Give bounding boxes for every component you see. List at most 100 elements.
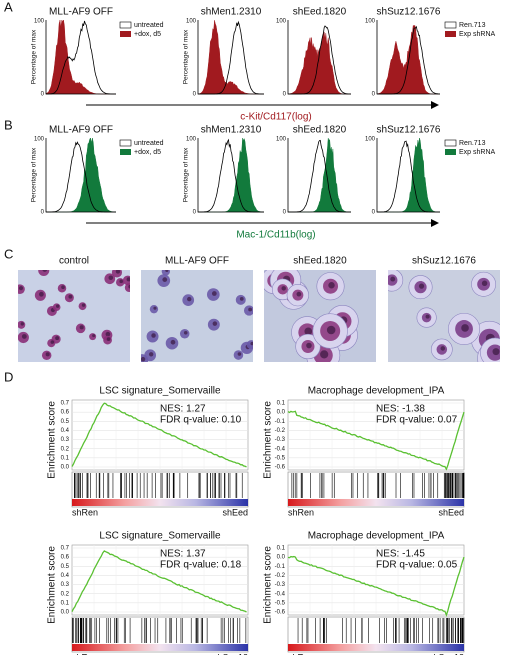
nucleus-dark — [328, 282, 335, 289]
legend-label: untreated — [134, 140, 164, 147]
y-tick-label: -0.4 — [275, 591, 286, 597]
y-tick-label: 0.0 — [277, 555, 286, 561]
nucleus-dark — [108, 275, 114, 281]
nucleus-dark — [128, 284, 130, 289]
enrichment-curve — [71, 402, 247, 468]
nucleus-dark — [115, 270, 121, 274]
y-max-label: 100 — [186, 137, 197, 143]
cells — [18, 270, 130, 361]
plot-title: shEed.1820 — [293, 7, 347, 18]
nucleus-dark — [239, 297, 244, 301]
y-tick-label: -0.3 — [275, 582, 286, 588]
nucleus-dark — [492, 348, 500, 356]
nucleus — [124, 283, 130, 293]
y-axis-label: Enrichment score — [47, 401, 58, 479]
legend-label: Exp shRNA — [459, 149, 496, 156]
y-tick-label: -0.1 — [275, 419, 286, 425]
nucleus-dark — [211, 291, 217, 296]
rank-gradient — [288, 499, 464, 506]
nucleus-dark — [21, 334, 27, 339]
y-tick-label: 0.0 — [277, 410, 286, 416]
nucleus-dark — [461, 324, 469, 332]
plot-title: MLL-AF9 OFF — [49, 7, 113, 18]
plot-axes — [197, 138, 264, 213]
enrichment-curve — [71, 550, 247, 613]
y-tick-label: 0.4 — [61, 573, 70, 579]
right-label: shEed — [222, 507, 248, 517]
nes-label: NES: -1.45 — [376, 549, 425, 560]
legend-label: +dox, d5 — [134, 31, 161, 38]
y-tick-label: 0.2 — [61, 446, 70, 452]
y-tick-label: -0.1 — [275, 564, 286, 570]
legend-swatch — [445, 31, 456, 37]
nucleus-dark — [42, 270, 48, 272]
plot-title: MLL-AF9 OFF — [49, 125, 113, 136]
y-max-label: 100 — [34, 137, 45, 143]
cell-image — [388, 270, 500, 362]
nucleus-dark — [418, 283, 425, 289]
plot-axes — [287, 138, 351, 213]
nucleus-dark — [20, 322, 24, 326]
legend-swatch — [119, 139, 132, 147]
plot-title: shEed.1820 — [293, 125, 347, 136]
y-max-label: 100 — [186, 19, 197, 25]
cell-image — [141, 270, 253, 362]
cell-image — [264, 270, 376, 362]
rank-gradient — [72, 644, 248, 651]
y-axis-label: Percentage of max — [31, 147, 38, 202]
nucleus-dark — [153, 306, 157, 310]
y-tick-label: 0.0 — [61, 610, 70, 616]
rank-gradient — [288, 644, 464, 651]
y-max-label: 100 — [34, 19, 45, 25]
gsea-title: LSC signature_Somervaille — [99, 531, 221, 542]
y-tick-label: -0.3 — [275, 437, 286, 443]
y-tick-label: 0.0 — [61, 465, 70, 471]
y-tick-label: -0.6 — [275, 465, 286, 471]
legend-swatch — [120, 31, 131, 37]
nucleus-dark — [55, 304, 60, 308]
plot-axes — [376, 20, 440, 95]
plot-axes — [376, 138, 440, 213]
ctrl-histogram — [46, 20, 116, 95]
right-label: shEed — [438, 507, 464, 517]
y-tick-label: 0.7 — [61, 401, 70, 407]
nucleus-dark — [183, 331, 188, 335]
nucleus-dark — [45, 352, 50, 357]
y-axis-label: Enrichment score — [47, 546, 58, 624]
plot-axes — [197, 20, 264, 95]
x-axis-label: c-Kit/Cd117(log) — [240, 112, 312, 123]
y-tick-label: 0.4 — [61, 428, 70, 434]
nucleus-dark — [106, 337, 111, 341]
nucleus-dark — [68, 294, 73, 299]
y-tick-label: 0.7 — [61, 546, 70, 552]
nucleus-dark — [105, 331, 111, 337]
exp-histogram — [287, 31, 351, 95]
fdr-label: FDR q-value: 0.18 — [160, 560, 242, 571]
nucleus-dark — [126, 277, 130, 282]
nucleus-dark — [141, 356, 146, 362]
nucleus-dark — [306, 342, 312, 349]
panel-label: D — [4, 369, 13, 384]
left-label: shRen — [72, 652, 98, 655]
y-tick-label: 0.5 — [61, 564, 70, 570]
right-label: shSuz12 — [429, 652, 464, 655]
legend-swatch — [444, 21, 457, 29]
fdr-label: FDR q-value: 0.05 — [376, 560, 458, 571]
image-background — [18, 270, 130, 362]
exp-histogram — [288, 137, 351, 213]
x-axis-label: Mac-1/Cd11b(log) — [236, 230, 315, 241]
nucleus — [38, 270, 50, 277]
enrichment-curve — [287, 555, 465, 618]
nucleus-dark — [281, 286, 286, 291]
legend-label: Exp shRNA — [459, 31, 496, 38]
legend-swatch — [445, 149, 456, 155]
image-background — [141, 270, 253, 362]
nucleus-dark — [250, 341, 253, 346]
panel-label: A — [4, 0, 13, 14]
nucleus-dark — [18, 286, 24, 291]
cells — [388, 270, 500, 362]
nucleus-dark — [320, 350, 329, 359]
nucleus-dark — [390, 276, 396, 282]
